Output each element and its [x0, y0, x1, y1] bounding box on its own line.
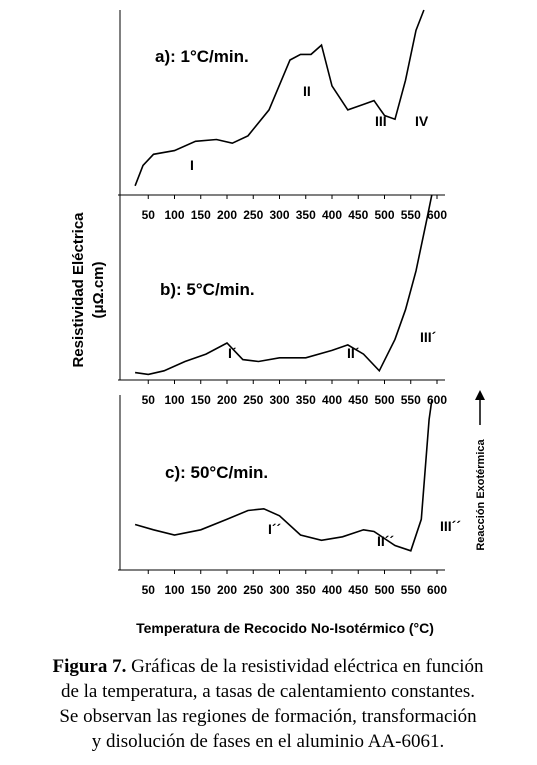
- x-tick-label: 50: [142, 583, 156, 597]
- annotation: II: [303, 83, 311, 99]
- annotation: II´´: [377, 533, 394, 549]
- x-tick-label: 600: [427, 393, 447, 407]
- caption-text: Gráficas de la resistividad eléctrica en…: [131, 656, 484, 677]
- data-line: [134, 194, 433, 376]
- x-tick-label: 150: [191, 393, 211, 407]
- x-axis-label: Temperatura de Recocido No-Isotérmico (°…: [136, 620, 434, 636]
- panel-title: b): 5°C/min.: [160, 280, 255, 299]
- x-tick-label: 450: [348, 583, 368, 597]
- x-tick-label: 500: [374, 583, 394, 597]
- x-tick-label: 250: [243, 583, 263, 597]
- x-tick-label: 200: [217, 583, 237, 597]
- x-tick-label: 600: [427, 208, 447, 222]
- x-tick-label: 50: [142, 208, 156, 222]
- annotation: III´´: [440, 518, 461, 534]
- x-tick-label: 200: [217, 393, 237, 407]
- x-tick-label: 350: [296, 208, 316, 222]
- x-tick-label: 550: [401, 393, 421, 407]
- x-tick-label: 450: [348, 208, 368, 222]
- x-tick-label: 350: [296, 583, 316, 597]
- x-tick-label: 500: [374, 393, 394, 407]
- x-tick-label: 100: [164, 208, 184, 222]
- x-tick-label: 400: [322, 393, 342, 407]
- x-tick-label: 150: [191, 208, 211, 222]
- annotation: I: [190, 157, 194, 173]
- x-tick-label: 500: [374, 208, 394, 222]
- x-tick-label: 250: [243, 208, 263, 222]
- caption-label: Figura 7.: [52, 656, 126, 677]
- x-tick-label: 200: [217, 208, 237, 222]
- annotation: III´: [420, 329, 437, 345]
- x-tick-label: 400: [322, 208, 342, 222]
- data-line: [134, 400, 433, 552]
- panel-title: c): 50°C/min.: [165, 463, 268, 482]
- x-tick-label: 550: [401, 208, 421, 222]
- x-tick-label: 300: [269, 583, 289, 597]
- x-tick-label: 450: [348, 393, 368, 407]
- side-label: Reacción Exotérmica: [475, 438, 487, 550]
- caption-line: y disolución de fases en el aluminio AA-…: [92, 731, 445, 752]
- x-tick-label: 300: [269, 208, 289, 222]
- x-tick-label: 250: [243, 393, 263, 407]
- x-tick-label: 600: [427, 583, 447, 597]
- x-tick-label: 100: [164, 393, 184, 407]
- x-tick-label: 350: [296, 393, 316, 407]
- x-tick-label: 550: [401, 583, 421, 597]
- x-tick-label: 100: [164, 583, 184, 597]
- x-tick-label: 400: [322, 583, 342, 597]
- annotation: II´: [347, 345, 360, 361]
- arrow-head: [475, 390, 485, 400]
- panel-title: a): 1°C/min.: [155, 47, 249, 66]
- y-axis-label: Resistividad Eléctrica: [70, 212, 87, 368]
- data-line: [134, 9, 425, 187]
- x-tick-label: 150: [191, 583, 211, 597]
- annotation: I´´: [268, 521, 282, 537]
- y-axis-unit: (μΩ.cm): [90, 261, 107, 318]
- x-tick-label: 300: [269, 393, 289, 407]
- x-tick-label: 50: [142, 393, 156, 407]
- annotation: III: [375, 113, 387, 129]
- caption-line: de la temperatura, a tasas de calentamie…: [61, 681, 475, 702]
- annotation: I´: [228, 345, 237, 361]
- caption-line: Se observan las regiones de formación, t…: [59, 706, 477, 727]
- annotation: IV: [415, 113, 429, 129]
- caption-line: Figura 7. Gráficas de la resistividad el…: [52, 656, 484, 677]
